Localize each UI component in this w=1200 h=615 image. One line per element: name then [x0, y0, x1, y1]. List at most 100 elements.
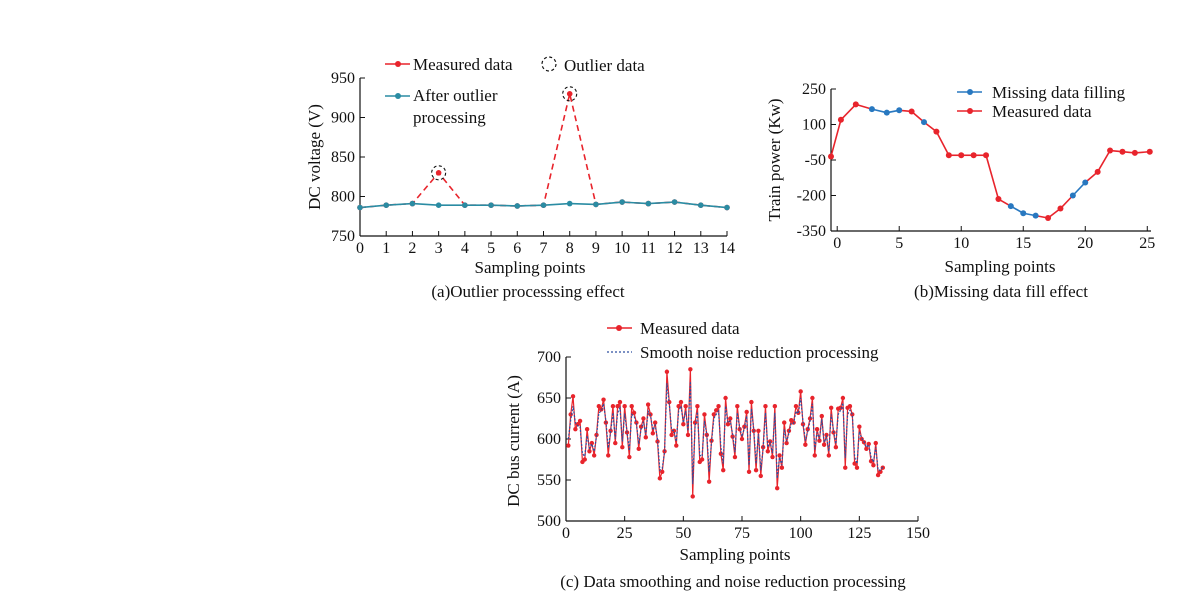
c-measured-point: [725, 422, 731, 427]
c-measured-point: [721, 467, 726, 473]
c-measured-point: [857, 424, 862, 429]
c-measured-point: [660, 469, 665, 474]
b-measured-point: [1146, 148, 1153, 155]
c-measured-point: [864, 446, 869, 452]
c-measured-point: [629, 404, 634, 409]
c-measured-point: [798, 389, 803, 394]
a-x-tick-label: 3: [435, 240, 443, 257]
b-measured-point: [908, 108, 915, 115]
c-measured-point: [622, 404, 627, 409]
c-measured-point: [652, 420, 658, 425]
c-x-label: Sampling points: [680, 545, 791, 564]
c-legend-measured-label: Measured data: [640, 319, 740, 338]
c-measured-point: [584, 426, 590, 432]
a-after-point: [435, 202, 442, 208]
c-x-tick-label: 50: [675, 525, 691, 542]
b-x-tick-label: 20: [1077, 235, 1093, 252]
panel-c: 0 25 50 75 100 125 150 500 550 600 650 700 Sampling…: [504, 319, 930, 591]
a-after-point: [566, 200, 573, 207]
c-measured-point: [772, 404, 778, 409]
b-measured-point: [1107, 147, 1114, 154]
b-x-tick-label: 25: [1139, 235, 1155, 252]
a-x-tick-label: 0: [356, 240, 364, 257]
a-outlier-marker: [562, 86, 578, 102]
a-legend-measured-label: Measured data: [413, 55, 513, 74]
b-measured-segment: [985, 155, 1000, 200]
b-measured-point: [983, 152, 990, 159]
c-measured-point: [770, 454, 775, 460]
b-filling-point: [896, 107, 903, 114]
c-measured-point: [819, 413, 824, 419]
c-measured-point: [601, 397, 606, 402]
c-measured-point: [723, 395, 728, 401]
c-measured-point: [711, 412, 717, 417]
c-measured-point: [728, 416, 733, 421]
c-measured-point: [596, 404, 602, 409]
a-after-point: [383, 202, 390, 208]
c-measured-point: [840, 395, 846, 401]
c-measured-point: [620, 445, 625, 450]
a-after-point: [514, 203, 521, 209]
c-measured-point: [674, 443, 679, 448]
a-x-tick-label: 5: [487, 240, 495, 257]
a-y-tick-label: 850: [331, 149, 355, 166]
c-measured-point: [779, 465, 785, 470]
c-measured-point: [793, 404, 799, 409]
c-measured-point: [843, 465, 848, 470]
a-legend-measured-marker: [395, 61, 401, 67]
c-legend-smooth-label: Smooth noise reduction processing: [640, 343, 879, 362]
c-measured-point: [678, 399, 684, 405]
c-measured-point: [777, 453, 782, 458]
c-measured-point: [812, 453, 817, 458]
c-measured-point: [587, 449, 592, 454]
b-measured-point: [852, 101, 859, 108]
a-after-point: [357, 204, 363, 211]
b-measured-point: [1131, 149, 1138, 156]
c-measured-point: [645, 402, 651, 407]
a-legend-outlier-marker: [541, 56, 557, 72]
c-measured-point: [606, 453, 611, 458]
b-measured-segment: [830, 119, 842, 157]
panel-b: 0 5 10 15 20 25 250 100 -50 -200 -350 Sampling poi…: [765, 81, 1155, 301]
a-after-point: [540, 202, 547, 208]
c-legend-measured-marker: [616, 325, 622, 331]
a-y-tick-label: 900: [331, 110, 355, 127]
a-x-tick-label: 14: [719, 240, 735, 257]
c-measured-point: [873, 440, 878, 446]
c-measured-point: [735, 404, 740, 409]
c-measured-point: [643, 435, 648, 440]
b-measured-segment: [1096, 150, 1111, 173]
c-measured-point: [706, 479, 712, 484]
a-x-tick-label: 2: [408, 240, 416, 257]
b-measured-point: [1094, 168, 1101, 175]
a-after-point: [671, 199, 678, 205]
c-measured-point: [667, 399, 672, 405]
b-x-tick-label: 5: [895, 235, 903, 252]
a-after-point: [645, 200, 652, 207]
c-measured-point: [591, 453, 597, 458]
c-measured-point: [676, 404, 681, 409]
a-after-point: [593, 201, 599, 208]
b-measured-point: [970, 152, 977, 159]
c-measured-point: [744, 409, 749, 415]
a-x-tick-label: 7: [540, 240, 548, 257]
a-x-tick-label: 9: [592, 240, 600, 257]
c-measured-point: [657, 476, 663, 481]
b-filling-point: [1020, 210, 1027, 217]
c-measured-point: [641, 416, 646, 421]
b-caption: (b)Missing data fill effect: [914, 282, 1088, 301]
c-measured-point: [627, 454, 632, 460]
a-x-label: Sampling points: [475, 258, 586, 277]
a-after-point: [462, 202, 468, 208]
b-measured-segment: [935, 131, 950, 156]
c-measured-point: [730, 434, 735, 439]
c-x-tick-label: 150: [906, 525, 930, 542]
c-measured-point: [814, 426, 820, 432]
b-measured-point: [1057, 205, 1064, 212]
c-measured-point: [650, 431, 656, 436]
a-x-tick-label: 10: [614, 240, 630, 257]
c-measured-point: [577, 418, 583, 424]
b-y-label: Train power (Kw): [765, 98, 784, 221]
